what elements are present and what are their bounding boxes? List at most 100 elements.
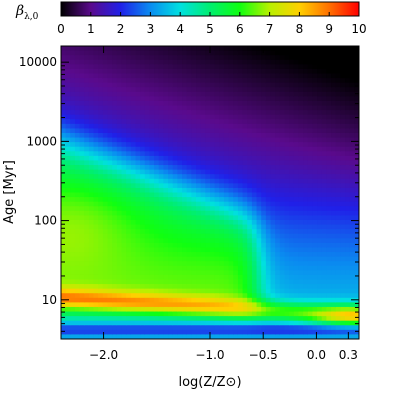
heatmap-cell — [331, 274, 337, 281]
heatmap-cell — [237, 311, 244, 317]
heatmap-cell — [279, 334, 286, 339]
heatmap-cell — [279, 137, 286, 143]
heatmap-cell — [237, 320, 244, 326]
heatmap-cell — [88, 119, 95, 125]
heatmap-cell — [93, 270, 99, 276]
heatmap-cell — [331, 73, 337, 79]
heatmap-cell — [102, 210, 109, 216]
heatmap-cell — [275, 247, 281, 253]
heatmap-cell — [349, 64, 355, 70]
heatmap-cell — [298, 261, 304, 267]
heatmap-cell — [256, 293, 262, 299]
heatmap-cell — [354, 325, 359, 331]
heatmap-cell — [154, 284, 160, 290]
heatmap-cell — [107, 302, 113, 308]
heatmap-cell — [340, 238, 346, 244]
heatmap-cell — [88, 78, 95, 84]
heatmap-cell — [116, 210, 123, 216]
heatmap-cell — [261, 224, 267, 230]
heatmap-cell — [242, 178, 248, 184]
heatmap-cell — [233, 137, 239, 143]
heatmap-cell — [303, 68, 309, 75]
heatmap-cell — [93, 114, 99, 120]
heatmap-cell — [177, 55, 183, 61]
heatmap-cell — [70, 55, 76, 61]
heatmap-cell — [307, 261, 314, 267]
heatmap-cell — [247, 242, 253, 249]
heatmap-cell — [214, 311, 220, 317]
heatmap-cell — [335, 68, 341, 75]
heatmap-cell — [112, 119, 118, 125]
heatmap-cell — [93, 334, 99, 339]
heatmap-cell — [247, 256, 253, 262]
heatmap-cell — [70, 151, 76, 157]
heatmap-cell — [265, 238, 272, 244]
heatmap-cell — [88, 270, 95, 276]
heatmap-cell — [168, 165, 174, 171]
heatmap-cell — [144, 320, 151, 326]
heatmap-cell — [270, 114, 276, 120]
heatmap-cell — [121, 142, 127, 148]
heatmap-cell — [168, 132, 174, 139]
heatmap-cell — [223, 165, 230, 171]
heatmap-cell — [70, 274, 76, 281]
heatmap-cell — [349, 114, 355, 120]
heatmap-cell — [186, 302, 192, 308]
heatmap-cell — [88, 110, 95, 116]
heatmap-cell — [242, 197, 248, 203]
heatmap-cell — [116, 197, 123, 203]
heatmap-cell — [354, 165, 359, 171]
heatmap-cell — [135, 55, 141, 61]
heatmap-cell — [186, 82, 192, 88]
heatmap-cell — [321, 151, 328, 157]
heatmap-cell — [74, 174, 81, 180]
heatmap-cell — [303, 325, 309, 331]
heatmap-cell — [177, 169, 183, 175]
heatmap-cell — [102, 174, 109, 180]
heatmap-cell — [237, 91, 244, 97]
heatmap-cell — [223, 100, 230, 107]
heatmap-cell — [279, 316, 286, 322]
heatmap-cell — [102, 242, 109, 249]
heatmap-cell — [270, 247, 276, 253]
heatmap-cell — [70, 334, 76, 339]
heatmap-cell — [237, 297, 244, 303]
heatmap-cell — [279, 114, 286, 120]
heatmap-cell — [270, 169, 276, 175]
heatmap-cell — [233, 59, 239, 65]
heatmap-cell — [74, 142, 81, 148]
heatmap-cell — [74, 151, 81, 157]
heatmap-cell — [61, 261, 67, 267]
heatmap-cell — [312, 288, 318, 294]
heatmap-cell — [284, 50, 290, 56]
heatmap-cell — [261, 46, 267, 52]
heatmap-cell — [214, 46, 220, 52]
heatmap-cell — [312, 68, 318, 75]
heatmap-cell — [112, 201, 118, 207]
heatmap-cell — [93, 169, 99, 175]
heatmap-cell — [242, 284, 248, 290]
heatmap-cell — [317, 132, 323, 139]
heatmap-cell — [182, 206, 188, 212]
heatmap-cell — [102, 233, 109, 239]
heatmap-cell — [116, 219, 123, 226]
heatmap-cell — [88, 178, 95, 184]
heatmap-cell — [303, 252, 309, 258]
heatmap-cell — [331, 316, 337, 322]
heatmap-cell — [70, 247, 76, 253]
heatmap-cell — [112, 105, 118, 111]
heatmap-cell — [279, 302, 286, 308]
heatmap-cell — [349, 238, 355, 244]
heatmap-cell — [219, 252, 225, 258]
heatmap-cell — [130, 114, 137, 120]
heatmap-cell — [284, 114, 290, 120]
heatmap-cell — [256, 100, 262, 107]
heatmap-cell — [88, 256, 95, 262]
heatmap-cell — [265, 68, 272, 75]
heatmap-cell — [186, 320, 192, 326]
heatmap-cell — [340, 274, 346, 281]
heatmap-cell — [242, 50, 248, 56]
heatmap-cell — [168, 284, 174, 290]
heatmap-cell — [168, 197, 174, 203]
heatmap-cell — [98, 151, 104, 157]
